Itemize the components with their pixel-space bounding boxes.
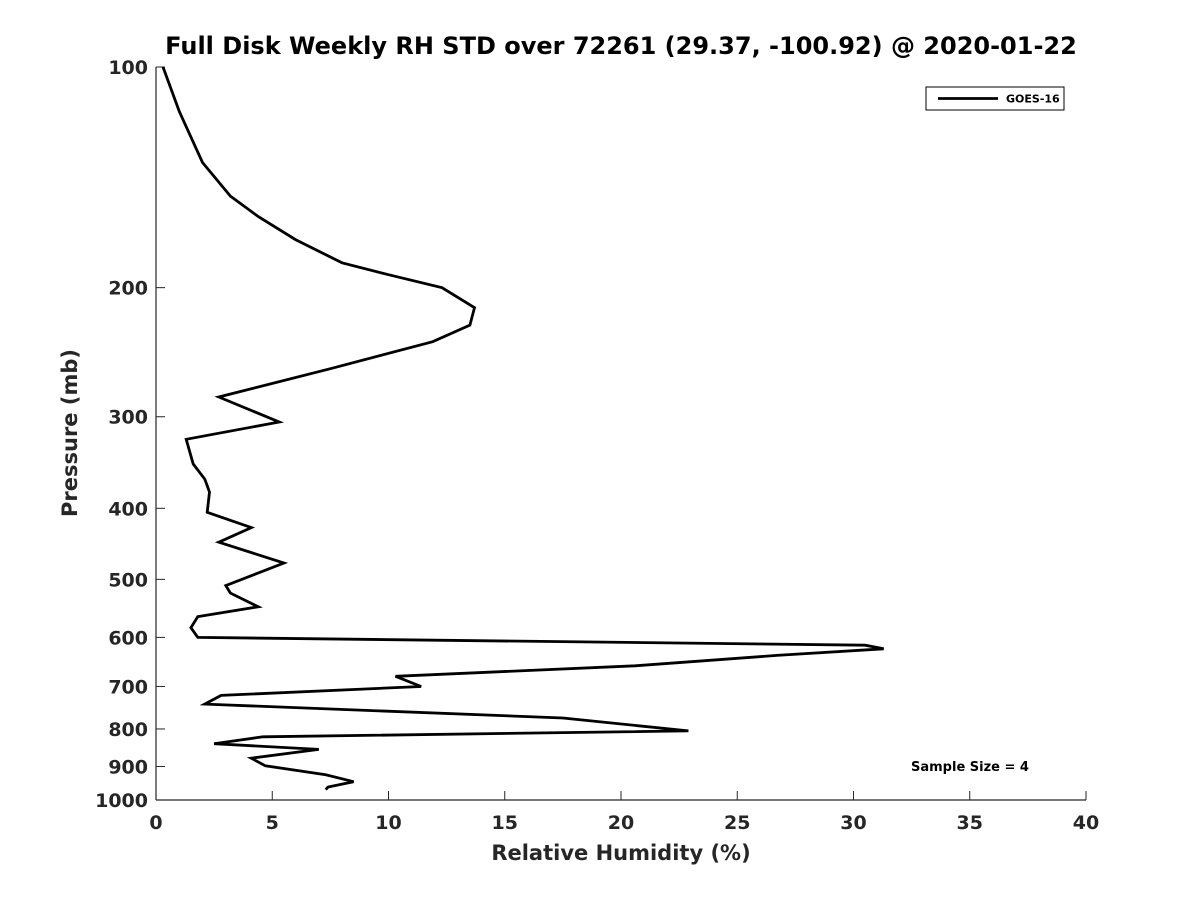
x-tick-label: 40	[1073, 812, 1099, 834]
axis-ticks: 0 5 10 15 20 25 30 35 40 100 200 300 400 500 600 700 800…	[95, 57, 1099, 834]
chart-title: Full Disk Weekly RH STD over 72261 (29.3…	[165, 32, 1077, 60]
y-tick-label: 600	[108, 627, 148, 649]
x-tick-label: 25	[724, 812, 750, 834]
y-axis-label: Pressure (mb)	[58, 349, 82, 517]
y-tick-label: 300	[108, 407, 148, 429]
y-tick-label: 800	[108, 719, 148, 741]
sample-size-annotation: Sample Size = 4	[911, 760, 1029, 775]
legend: GOES-16	[925, 86, 1065, 111]
y-tick-label: 400	[108, 498, 148, 520]
y-tick-label: 200	[108, 278, 148, 300]
x-tick-label: 20	[608, 812, 634, 834]
y-tick-label: 900	[108, 756, 148, 778]
x-tick-label: 35	[957, 812, 983, 834]
x-tick-label: 30	[840, 812, 866, 834]
x-tick-label: 15	[492, 812, 518, 834]
x-tick-label: 10	[375, 812, 401, 834]
x-tick-label: 0	[149, 812, 162, 834]
y-tick-label: 700	[108, 676, 148, 698]
legend-label: GOES-16	[1006, 93, 1060, 106]
y-tick-label: 100	[108, 57, 148, 79]
x-tick-label: 5	[266, 812, 279, 834]
y-tick-label: 500	[108, 569, 148, 591]
y-tick-label: 1000	[95, 790, 148, 812]
series-line-goes16	[161, 66, 884, 791]
x-axis-label: Relative Humidity (%)	[491, 841, 750, 865]
